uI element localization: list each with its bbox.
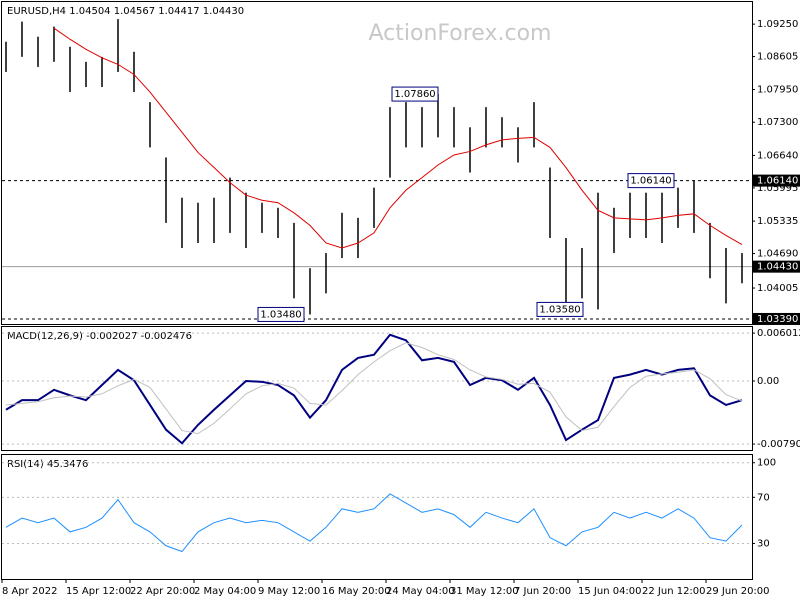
level-tag-label: 1.03390	[757, 314, 798, 325]
level-tag	[753, 312, 800, 325]
level-tag	[753, 260, 800, 273]
x-tick-label: 8 Apr 2022	[2, 586, 57, 597]
x-tick-label: 7 Jun 20:00	[514, 586, 571, 597]
y-tick-label: 70	[757, 492, 770, 503]
annotation-box	[257, 306, 305, 322]
y-tick-label: 1.06640	[757, 150, 798, 161]
level-tag-label: 1.06140	[757, 176, 798, 187]
x-tick-label: 31 May 12:00	[450, 586, 519, 597]
moving-average	[53, 27, 743, 249]
level-tag	[753, 174, 800, 187]
watermark: ActionForex.com	[369, 21, 552, 46]
y-tick-label: 0.006012	[757, 328, 800, 339]
macd-title: MACD(12,26,9) -0.002027 -0.002476	[7, 331, 192, 342]
y-tick-label: -0.007907	[757, 439, 800, 450]
annotation-label: 1.07860	[394, 89, 435, 100]
y-tick-label: 1.07300	[757, 117, 798, 128]
price-title: EURUSD,H4 1.04504 1.04567 1.04417 1.0443…	[7, 6, 244, 17]
x-tick-label: 15 Jun 04:00	[578, 586, 642, 597]
annotation-label: 1.06140	[630, 176, 671, 187]
annotation-label: 1.03580	[539, 304, 580, 315]
y-tick-label: 100	[757, 458, 776, 469]
x-tick-label: 2 May 04:00	[194, 586, 256, 597]
y-tick-label: 1.09250	[757, 19, 798, 30]
x-tick-label: 16 May 20:00	[322, 586, 391, 597]
macd-panel	[1, 326, 753, 451]
series-line	[5, 342, 743, 435]
annotation-box	[391, 86, 439, 102]
rsi-panel	[1, 454, 753, 580]
x-tick-label: 29 Jun 20:00	[706, 586, 770, 597]
y-tick-label: 1.05995	[757, 183, 798, 194]
y-tick-label: 1.04005	[757, 283, 798, 294]
annotation-box	[627, 173, 675, 189]
annotation-label: 1.03480	[260, 309, 301, 320]
y-tick-label: 1.04690	[757, 249, 798, 260]
x-tick-label: 22 Jun 12:00	[642, 586, 706, 597]
rsi-title: RSI(14) 45.3476	[7, 459, 88, 470]
x-tick-label: 9 May 12:00	[258, 586, 320, 597]
x-tick-label: 22 Apr 20:00	[130, 586, 195, 597]
x-tick-label: 24 May 04:00	[386, 586, 455, 597]
series-line	[5, 333, 743, 445]
y-tick-label: 0.00	[757, 376, 779, 387]
y-tick-label: 1.05335	[757, 216, 798, 227]
y-tick-label: 1.08605	[757, 52, 798, 63]
series-line	[5, 493, 743, 553]
annotation-box	[536, 301, 584, 317]
price-panel	[1, 1, 753, 325]
level-tag-label: 1.04430	[757, 262, 798, 273]
y-tick-label: 30	[757, 538, 770, 549]
y-tick-label: 1.07950	[757, 85, 798, 96]
x-tick-label: 15 Apr 12:00	[66, 586, 131, 597]
